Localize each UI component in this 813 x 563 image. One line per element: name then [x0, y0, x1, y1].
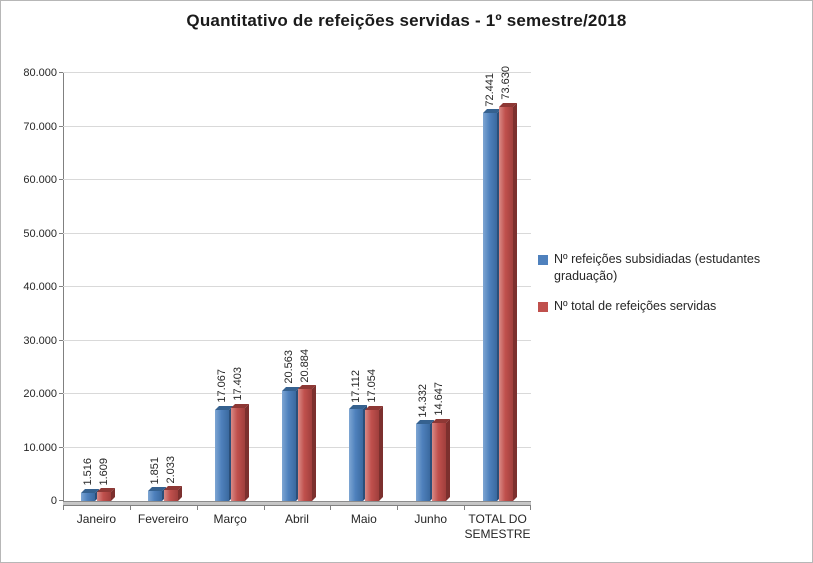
bar-value-label: 17.054 — [365, 369, 378, 403]
x-axis-label: TOTAL DO SEMESTRE — [464, 512, 531, 541]
x-axis-label: Junho — [414, 512, 448, 526]
bar-side-face — [111, 488, 116, 501]
bar — [348, 405, 367, 501]
bar-value-label: 17.403 — [232, 367, 245, 401]
gridline — [63, 125, 531, 127]
y-axis: 0 10.000 20.000 30.000 40.000 50.000 60.000 70.… — [1, 67, 57, 507]
chart-title: Quantitativo de refeições servidas - 1º … — [186, 11, 627, 30]
bar-value-label: 73.630 — [499, 66, 512, 101]
bar-value-label: 1.516 — [82, 458, 95, 486]
bar — [164, 486, 183, 501]
bar-value-label: 20.563 — [283, 350, 295, 384]
y-axis-tick — [59, 446, 63, 448]
y-axis-label: 40.000 — [23, 281, 57, 293]
y-axis-label: 30.000 — [23, 334, 57, 347]
x-axis: Janeiro Fevereiro Março Abril Maio Junho TOTAL… — [63, 512, 531, 552]
bar — [431, 418, 450, 501]
y-axis-label: 80.000 — [23, 67, 57, 79]
x-axis-label: Abril — [284, 512, 309, 526]
bar — [415, 420, 434, 501]
legend-label: Nº refeições subsidiadas (estudantes gra… — [554, 252, 761, 283]
x-axis-tick — [464, 506, 466, 510]
bar-side-face — [378, 405, 383, 501]
y-axis-tick — [59, 232, 63, 234]
x-axis-tick — [129, 506, 131, 510]
bar — [498, 103, 517, 501]
bar-side-face — [445, 418, 450, 501]
y-axis-label: 20.000 — [23, 388, 57, 400]
y-axis-label: 50.000 — [23, 227, 57, 240]
bar-value-label: 2.033 — [165, 455, 178, 484]
legend-item: Nº total de refeições servidas — [538, 298, 810, 315]
legend-item: Nº refeições subsidiadas (estudantes gra… — [538, 251, 810, 285]
gridline — [63, 286, 531, 287]
y-axis-tick — [59, 500, 63, 501]
gridline — [63, 179, 531, 180]
legend-swatch — [538, 255, 548, 265]
y-axis-tick — [59, 72, 63, 73]
legend-label: Nº total de refeições servidas — [554, 299, 717, 313]
chart-floor — [63, 501, 531, 506]
gridline — [63, 72, 531, 73]
y-axis-tick — [59, 286, 63, 287]
bar-value-label: 1.609 — [98, 457, 111, 486]
y-axis-label: 10.000 — [23, 441, 57, 454]
bar — [81, 488, 100, 501]
plot-area: 1.516 1.609 1.851 2.033 17.067 17.403 20.563 20… — [59, 66, 531, 510]
y-axis-label: 70.000 — [23, 120, 57, 133]
y-axis-tick — [59, 125, 63, 127]
bar-value-label: 14.647 — [432, 381, 445, 416]
x-axis-tick — [330, 506, 332, 510]
x-axis-tick — [530, 506, 531, 510]
bar-value-label: 17.067 — [216, 369, 229, 403]
bar — [364, 405, 383, 501]
legend-swatch — [538, 302, 548, 312]
y-axis-tick — [59, 393, 63, 394]
bar-value-label: 17.112 — [349, 369, 362, 403]
x-axis-label: Março — [213, 512, 247, 526]
bar-side-face — [312, 385, 316, 501]
x-axis-label: Janeiro — [76, 512, 117, 526]
y-axis-tick — [59, 179, 63, 180]
y-axis-tick — [59, 339, 63, 341]
x-axis-label: Maio — [350, 512, 377, 526]
bar — [215, 405, 234, 501]
gridline — [63, 339, 531, 341]
gridline — [63, 232, 531, 234]
x-axis-tick — [196, 506, 198, 510]
bar-value-label: 72.441 — [483, 72, 496, 107]
x-axis-tick — [263, 506, 265, 510]
bar — [482, 109, 501, 501]
y-axis-line — [63, 73, 64, 506]
bar-side-face — [245, 403, 250, 501]
bar-value-label: 20.884 — [299, 348, 311, 383]
bar-side-face — [178, 486, 183, 501]
legend: Nº refeições subsidiadas (estudantes gra… — [538, 251, 810, 328]
x-axis-tick — [397, 506, 399, 510]
x-axis-tick — [63, 506, 64, 510]
bar — [231, 403, 250, 501]
bar — [148, 487, 167, 501]
bar — [97, 488, 116, 501]
bar-side-face — [512, 103, 517, 501]
bar — [282, 387, 300, 501]
x-axis-label: Fevereiro — [137, 512, 189, 526]
bar-value-label: 14.332 — [416, 383, 429, 418]
y-axis-label: 0 — [50, 495, 57, 507]
bar-value-label: 1.851 — [149, 456, 162, 485]
bar — [298, 385, 316, 501]
y-axis-label: 60.000 — [23, 174, 57, 186]
